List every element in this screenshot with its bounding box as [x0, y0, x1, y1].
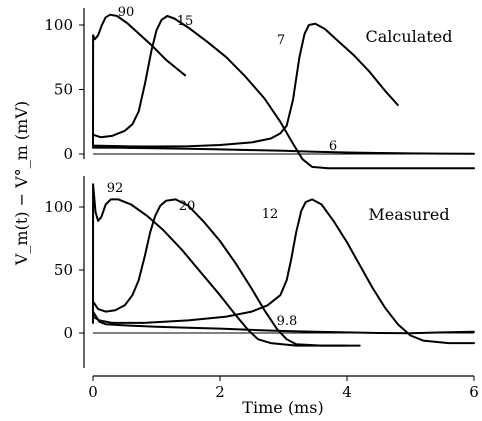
series-label: 9.8	[277, 314, 298, 329]
y-tick-label: 50	[54, 261, 73, 279]
x-axis: 0 2 4 6	[88, 375, 479, 401]
panel-label: Measured	[368, 205, 449, 224]
series-label: 15	[177, 14, 194, 29]
panel-label: Calculated	[366, 27, 453, 46]
x-tick-label: 4	[342, 383, 352, 401]
series-line-15	[92, 15, 475, 170]
x-tick-label: 0	[88, 383, 98, 401]
series-line-9-8	[92, 310, 475, 335]
series-line-12	[92, 198, 475, 345]
y-tick-label: 100	[44, 16, 73, 34]
x-tick-label: 2	[215, 383, 225, 401]
series-line-90	[92, 13, 187, 148]
series-label: 7	[277, 33, 285, 48]
x-axis-title: Time (ms)	[242, 398, 323, 417]
series-line-6	[92, 146, 475, 155]
series-line-92	[92, 183, 348, 347]
y-tick-label: 100	[44, 198, 73, 216]
panel-1: 0 50 100 90 15 7 6 Calculated	[44, 5, 475, 170]
series-label: 92	[107, 181, 124, 196]
y-tick-label: 50	[54, 81, 73, 99]
x-tick-label: 6	[469, 383, 479, 401]
y-tick-label: 0	[63, 145, 73, 163]
series-label: 6	[329, 139, 337, 154]
series-line-7	[92, 22, 399, 148]
series-label: 90	[118, 5, 135, 20]
y-axis-title: V_m(t) − V°_m (mV)	[12, 101, 31, 266]
series-label: 20	[179, 199, 196, 214]
series-label: 12	[262, 207, 279, 222]
plot-area: 050100901576Calculated0501009220129.8Mea…	[44, 5, 478, 401]
panel-2: 0 50 100 92 20 12 9.8 Measured	[44, 176, 475, 368]
y-tick-label: 0	[63, 324, 73, 342]
